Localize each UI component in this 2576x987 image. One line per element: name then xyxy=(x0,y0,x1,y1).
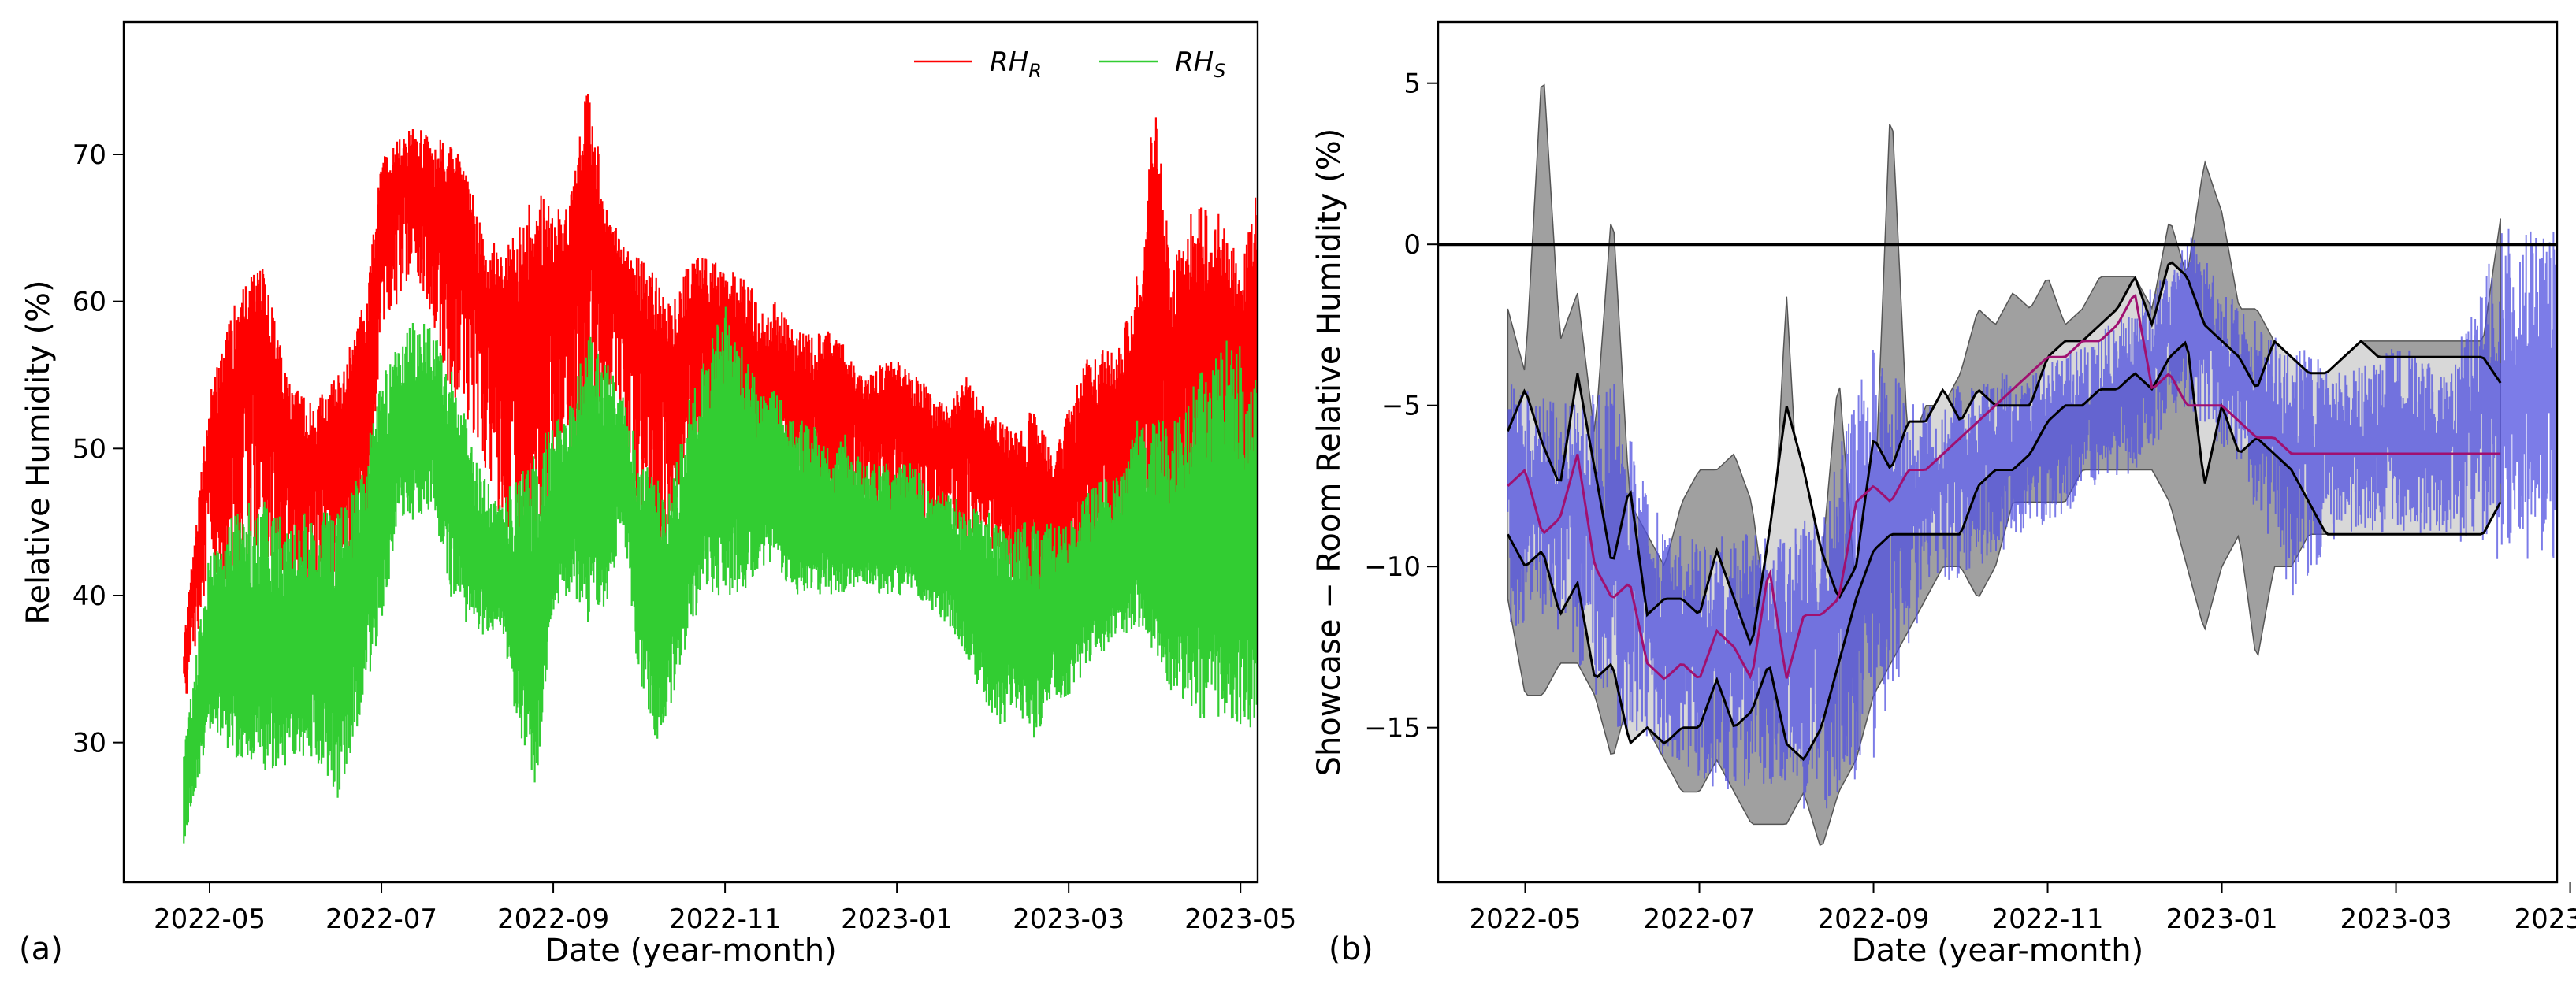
upper-black-band-line xyxy=(1507,261,2502,647)
rh-r-series-line xyxy=(183,94,1258,694)
panel-a-x-axis-label: Date (year-month) xyxy=(545,933,836,969)
y-tick-label: 40 xyxy=(72,581,106,612)
panel-b-plot-frame xyxy=(1437,20,2559,884)
panel-a-y-axis-label: Relative Humidity (%) xyxy=(20,280,57,624)
panel-a-legend: RHR RHS xyxy=(914,46,1225,82)
y-tick-label: −5 xyxy=(1381,391,1421,422)
panel-b-chart: 2022-05 2022-07 2022-09 2022-11 2023-01 2023-… xyxy=(1311,20,2576,969)
legend-subscript: R xyxy=(1028,60,1042,82)
x-tick-label: 2022-07 xyxy=(1643,904,1755,935)
x-tick-label: 2023-05 xyxy=(1184,904,1296,935)
panel-a-x-ticks: 2022-05 2022-07 2022-09 2022-11 2023-01 2023-… xyxy=(154,882,1296,935)
x-tick-label: 2023-05 xyxy=(2515,904,2576,935)
x-tick-label: 2023-01 xyxy=(2166,904,2278,935)
y-tick-label: 60 xyxy=(72,287,106,318)
clipped-series xyxy=(1438,83,2557,847)
panel-b-y-ticks: 5 0 −5 −10 −15 xyxy=(1364,69,1438,744)
legend-subscript: S xyxy=(1214,60,1225,82)
x-tick-label: 2023-01 xyxy=(841,904,953,935)
lower-black-band-line xyxy=(1507,340,2502,762)
panel-b-x-axis-label: Date (year-month) xyxy=(1852,933,2143,969)
x-tick-label: 2022-07 xyxy=(325,904,437,935)
clipped-series xyxy=(183,94,1258,844)
x-tick-label: 2022-05 xyxy=(154,904,266,935)
x-tick-label: 2022-11 xyxy=(669,904,781,935)
y-tick-label: 70 xyxy=(72,139,106,171)
x-tick-label: 2022-05 xyxy=(1469,904,1581,935)
x-tick-label: 2022-11 xyxy=(1992,904,2104,935)
y-tick-label: −15 xyxy=(1364,713,1421,744)
panel-b-x-ticks: 2022-05 2022-07 2022-09 2022-11 2023-01 2023-… xyxy=(1469,882,2576,935)
panel-a-data-series xyxy=(183,94,1258,844)
x-tick-label: 2023-03 xyxy=(2340,904,2452,935)
x-tick-label: 2023-03 xyxy=(1013,904,1124,935)
panel-b-data-series xyxy=(1438,83,2557,847)
mean-purple-line xyxy=(1507,293,2501,681)
rh-s-series-line xyxy=(183,306,1258,844)
panel-a-chart: 2022-05 2022-07 2022-09 2022-11 2023-01 2023-… xyxy=(19,20,1296,969)
x-tick-label: 2022-09 xyxy=(497,904,609,935)
y-tick-label: −10 xyxy=(1364,551,1421,583)
legend-label-r: RHR xyxy=(990,46,1042,82)
y-tick-label: 0 xyxy=(1403,229,1421,261)
panel-b-y-axis-label: Showcase − Room Relative Humidity (%) xyxy=(1311,128,1347,777)
panel-a-label: (a) xyxy=(19,931,63,967)
y-tick-label: 5 xyxy=(1403,69,1421,100)
y-tick-label: 30 xyxy=(72,728,106,759)
panel-b-label: (b) xyxy=(1329,931,1373,967)
panel-a-y-ticks: 30 40 50 60 70 xyxy=(72,139,124,759)
x-tick-label: 2022-09 xyxy=(1817,904,1929,935)
panel-a-plot-frame xyxy=(122,20,1259,884)
y-tick-label: 50 xyxy=(72,433,106,465)
